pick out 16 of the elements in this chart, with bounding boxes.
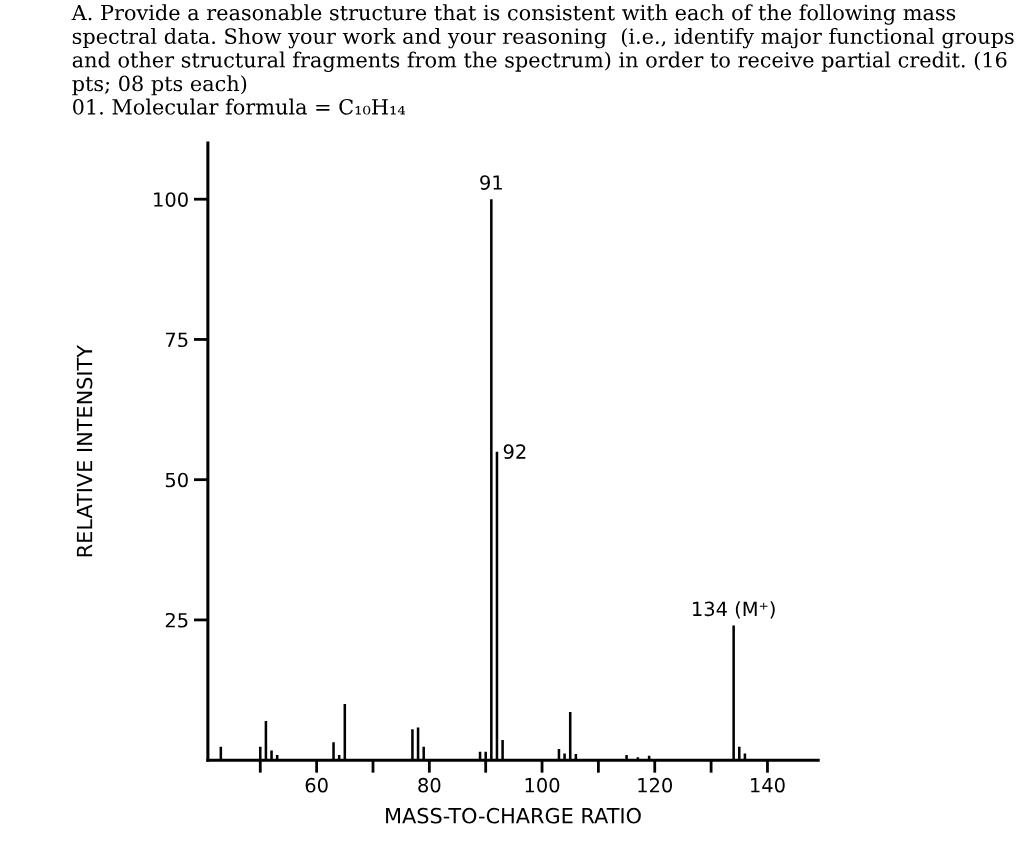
y-tick-label: 100 <box>154 192 188 207</box>
x-tick-label: 100 <box>525 777 560 793</box>
chart-title: A. Provide a reasonable structure that is consistent with each of the following mass spectral data. Show your work and your reasoning (i.e., identify major functional groups and other structural fragments from the spectrum) in order to receive partial credit. (16 pts; 08 pts each) <box>71 4 1014 96</box>
x-tick-label: 60 <box>305 777 328 793</box>
y-axis-title: RELATIVE INTENSITY <box>76 344 93 557</box>
y-tick-label: 50 <box>165 472 188 488</box>
x-tick-label: 120 <box>638 777 673 793</box>
annotation: 134 (M⁺) <box>693 601 775 619</box>
chart-subtitle: 01. Molecular formula = C₁₀H₁₄ <box>73 98 406 115</box>
x-axis-title: MASS-TO-CHARGE RATIO <box>386 807 641 824</box>
x-tick-label: 140 <box>751 777 785 793</box>
y-tick-label: 75 <box>165 332 188 348</box>
annotation: 91 <box>480 175 502 190</box>
y-tick-label: 25 <box>165 612 188 628</box>
x-tick-label: 80 <box>418 777 441 793</box>
annotation: 92 <box>503 444 526 459</box>
